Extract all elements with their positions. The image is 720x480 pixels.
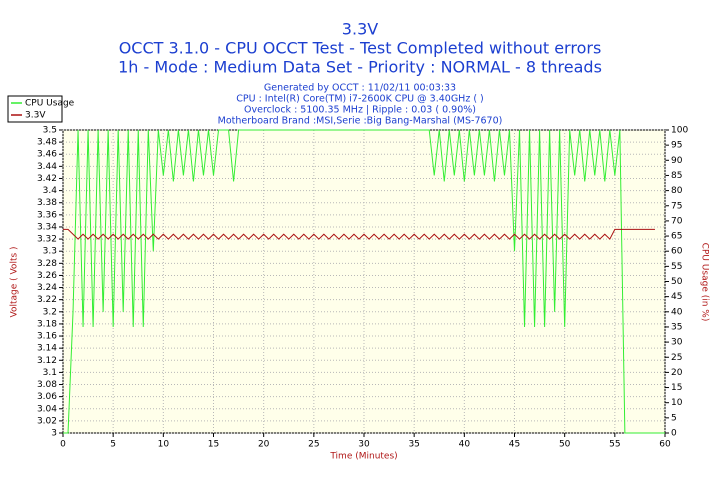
y-tick-label: 3.28 bbox=[37, 259, 57, 269]
info-line: Motherboard Brand :MSI,Serie :Big Bang-M… bbox=[218, 116, 503, 127]
y2-tick-label: 25 bbox=[671, 353, 682, 363]
x-tick-label: 60 bbox=[659, 440, 671, 450]
y-tick-label: 3.34 bbox=[37, 222, 57, 232]
x-tick-label: 30 bbox=[358, 440, 370, 450]
y2-tick-label: 80 bbox=[671, 186, 683, 196]
x-tick-label: 5 bbox=[110, 440, 116, 450]
x-tick-label: 15 bbox=[208, 440, 219, 450]
x-tick-label: 45 bbox=[509, 440, 520, 450]
legend-label: CPU Usage bbox=[25, 99, 75, 109]
y-tick-label: 3.1 bbox=[43, 368, 57, 378]
y-tick-label: 3.2 bbox=[43, 307, 57, 317]
y-tick-label: 3.24 bbox=[37, 283, 57, 293]
x-tick-label: 10 bbox=[158, 440, 170, 450]
y-tick-label: 3.44 bbox=[37, 162, 57, 172]
info-line: CPU : Intel(R) Core(TM) i7-2600K CPU @ 3… bbox=[236, 94, 484, 105]
y2-tick-label: 30 bbox=[671, 338, 683, 348]
y2-tick-label: 15 bbox=[671, 383, 682, 393]
y2-tick-label: 90 bbox=[671, 156, 683, 166]
series-line bbox=[63, 129, 665, 434]
y2-tick-label: 35 bbox=[671, 322, 682, 332]
y2-tick-label: 100 bbox=[671, 126, 688, 136]
y-tick-label: 3.4 bbox=[43, 186, 58, 196]
y-tick-label: 3.46 bbox=[37, 150, 57, 160]
y2-tick-label: 0 bbox=[671, 429, 677, 439]
x-tick-label: 40 bbox=[459, 440, 471, 450]
y2-axis-label: CPU Usage (in %) bbox=[700, 243, 710, 322]
legend-label: 3.3V bbox=[25, 111, 46, 121]
y-tick-label: 3.3 bbox=[43, 247, 57, 257]
y2-tick-label: 70 bbox=[671, 216, 683, 226]
x-tick-label: 35 bbox=[408, 440, 419, 450]
chart-subtitle: 1h - Mode : Medium Data Set - Priority :… bbox=[118, 58, 602, 77]
y2-tick-label: 55 bbox=[671, 262, 682, 272]
x-tick-label: 0 bbox=[60, 440, 66, 450]
y2-tick-label: 50 bbox=[671, 277, 683, 287]
info-line: Overclock : 5100.35 MHz | Ripple : 0.03 … bbox=[244, 105, 476, 116]
y-tick-label: 3.06 bbox=[37, 392, 57, 402]
series-line bbox=[63, 228, 655, 240]
y-tick-label: 3.36 bbox=[37, 210, 57, 220]
y2-tick-label: 95 bbox=[671, 141, 682, 151]
legend-box bbox=[7, 95, 63, 123]
y-tick-label: 3.16 bbox=[37, 332, 57, 342]
y2-tick-label: 20 bbox=[671, 368, 683, 378]
y-tick-label: 3.38 bbox=[37, 198, 57, 208]
y-tick-label: 3.32 bbox=[37, 235, 57, 245]
y-tick-label: 3.12 bbox=[37, 356, 57, 366]
y2-tick-label: 10 bbox=[671, 398, 683, 408]
y-tick-label: 3.18 bbox=[37, 319, 57, 329]
y-tick-label: 3.04 bbox=[37, 404, 57, 414]
x-tick-label: 25 bbox=[308, 440, 319, 450]
x-tick-label: 50 bbox=[559, 440, 571, 450]
info-line: Generated by OCCT : 11/02/11 00:03:33 bbox=[264, 83, 456, 94]
y2-tick-label: 85 bbox=[671, 171, 682, 181]
x-tick-label: 20 bbox=[258, 440, 270, 450]
y-tick-label: 3.5 bbox=[43, 126, 57, 136]
x-tick-label: 55 bbox=[609, 440, 620, 450]
y-tick-label: 3.08 bbox=[37, 380, 57, 390]
chart-title: 3.3V bbox=[342, 20, 378, 39]
y2-tick-label: 5 bbox=[671, 413, 677, 423]
y2-tick-label: 40 bbox=[671, 307, 683, 317]
y-tick-label: 3.48 bbox=[37, 138, 57, 148]
y-tick-label: 3.42 bbox=[37, 174, 57, 184]
y-axis-label: Voltage ( Volts ) bbox=[10, 246, 20, 317]
chart-subtitle: OCCT 3.1.0 - CPU OCCT Test - Test Comple… bbox=[119, 39, 602, 58]
y-tick-label: 3 bbox=[51, 429, 57, 439]
x-axis-label: Time (Minutes) bbox=[329, 452, 397, 462]
y2-tick-label: 60 bbox=[671, 247, 683, 257]
y2-tick-label: 75 bbox=[671, 201, 682, 211]
y2-tick-label: 65 bbox=[671, 232, 682, 242]
y-tick-label: 3.26 bbox=[37, 271, 57, 281]
y-tick-label: 3.22 bbox=[37, 295, 57, 305]
y-tick-label: 3.02 bbox=[37, 416, 57, 426]
y2-tick-label: 45 bbox=[671, 292, 682, 302]
y-tick-label: 3.14 bbox=[37, 344, 57, 354]
